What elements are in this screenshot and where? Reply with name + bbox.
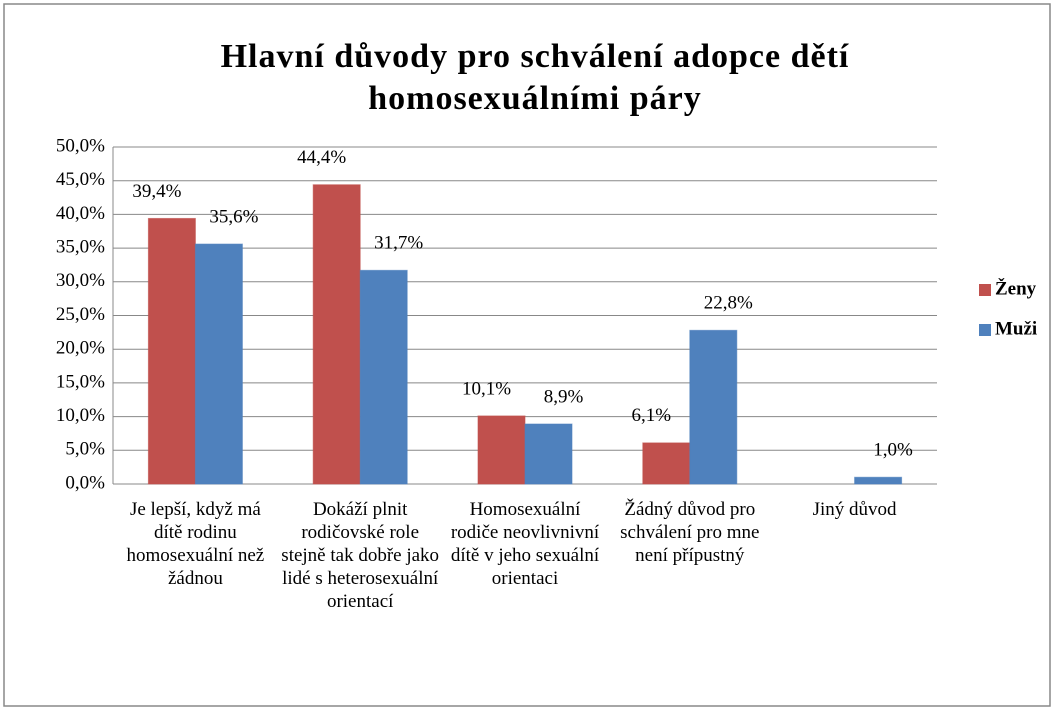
frame	[3, 3, 1051, 707]
bar	[854, 476, 903, 485]
data-label: 39,4%	[132, 181, 181, 202]
data-label: 1,0%	[873, 440, 913, 461]
data-label: 31,7%	[374, 233, 423, 254]
legend-swatch	[979, 284, 991, 296]
y-tick-label: 35,0%	[56, 236, 105, 257]
y-tick-label: 25,0%	[56, 304, 105, 325]
bar	[477, 415, 526, 485]
bar	[312, 184, 361, 485]
y-tick-label: 40,0%	[56, 203, 105, 224]
legend-label: Ženy	[995, 277, 1037, 299]
y-tick-label: 5,0%	[65, 439, 105, 460]
x-tick-label: Dokáží plnit rodičovské role stejně tak …	[281, 499, 440, 612]
y-tick-label: 10,0%	[56, 405, 105, 426]
data-label: 10,1%	[462, 378, 511, 399]
data-label: 44,4%	[297, 147, 346, 168]
y-tick-label: 0,0%	[65, 472, 105, 493]
data-label: 6,1%	[632, 405, 672, 426]
bar	[194, 243, 243, 485]
chart-title: Hlavní důvody pro schválení adopce dětí …	[220, 38, 850, 117]
x-tick-label: Jiný důvod	[812, 499, 897, 520]
legend-swatch	[979, 324, 991, 336]
data-label: 35,6%	[209, 206, 258, 227]
y-tick-label: 15,0%	[56, 371, 105, 392]
x-tick-label: Homosexuální rodiče neovlivnivní dítě v …	[450, 499, 600, 589]
legend-label: Muži	[995, 318, 1037, 339]
bar	[359, 269, 408, 485]
data-label: 8,9%	[544, 386, 584, 407]
data-label: 22,8%	[704, 293, 753, 314]
bar	[524, 423, 573, 485]
x-tick-label: Je lepší, když má dítě rodinu homosexuál…	[126, 499, 265, 589]
bar	[147, 217, 196, 485]
bar	[689, 329, 738, 485]
y-tick-label: 20,0%	[56, 338, 105, 359]
y-tick-label: 30,0%	[56, 270, 105, 291]
x-tick-label: Žádný důvod pro schválení pro mne není p…	[620, 499, 760, 566]
y-tick-label: 45,0%	[56, 169, 105, 190]
y-tick-label: 50,0%	[56, 135, 105, 156]
bar	[642, 442, 691, 485]
